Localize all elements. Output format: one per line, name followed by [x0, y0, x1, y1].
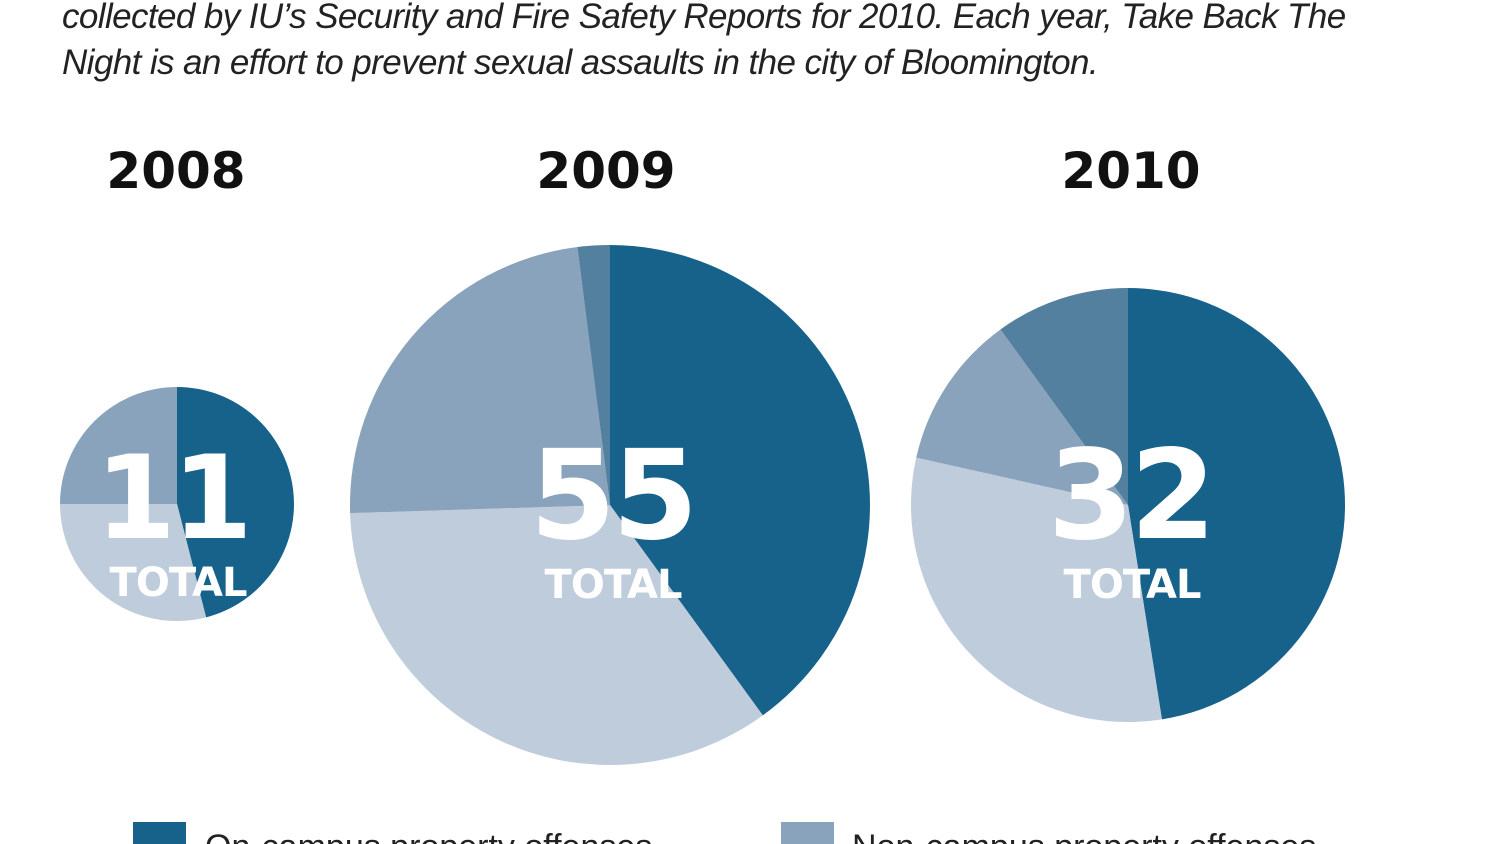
total-value-2010: 32: [1048, 424, 1213, 568]
legend-swatch-non-campus: [781, 822, 834, 844]
pie-slice-2008-1: [60, 504, 207, 621]
year-label-2009: 2009: [536, 142, 675, 200]
pie-slice-2010-0: [1128, 288, 1346, 720]
pie-slice-2009-1: [350, 505, 763, 765]
intro-line-2: Night is an effort to prevent sexual ass…: [62, 43, 1099, 82]
pie-slice-2009-3: [577, 245, 610, 505]
pie-slice-2010-2: [916, 329, 1128, 505]
intro-text: collected by IU’s Security and Fire Safe…: [62, 0, 1442, 86]
intro-line-1: collected by IU’s Security and Fire Safe…: [62, 0, 1346, 36]
year-label-2008: 2008: [106, 142, 245, 200]
legend-label-non-campus: Non-campus property offenses: [852, 828, 1316, 844]
pie-slice-2009-0: [610, 245, 870, 716]
total-label-2010: TOTAL: [1064, 562, 1201, 608]
pie-slice-2008-2: [60, 387, 177, 504]
pie-slice-2010-3: [1000, 288, 1128, 505]
pie-slices-2010: [911, 288, 1346, 723]
pie-slice-2008-0: [177, 387, 294, 618]
pie-slice-2009-2: [350, 247, 610, 514]
total-value-2009: 55: [530, 424, 695, 568]
legend: On-campus property offenses Non-campus p…: [133, 822, 1316, 844]
total-value-2008: 11: [95, 431, 248, 566]
total-label-2008: TOTAL: [110, 560, 247, 606]
pie-chart-2009: 2009 55 TOTAL: [350, 142, 870, 765]
pie-chart-2008: 2008 11 TOTAL: [60, 142, 294, 621]
year-label-2010: 2010: [1061, 142, 1200, 200]
pie-slice-2010-1: [911, 457, 1162, 723]
pie-slices-2008: [60, 387, 294, 621]
pie-chart-2010: 2010 32 TOTAL: [911, 142, 1346, 723]
total-label-2009: TOTAL: [545, 562, 682, 608]
legend-swatch-on-campus: [133, 822, 186, 844]
pie-slices-2009: [350, 245, 870, 765]
legend-label-on-campus: On-campus property offenses: [205, 828, 652, 844]
